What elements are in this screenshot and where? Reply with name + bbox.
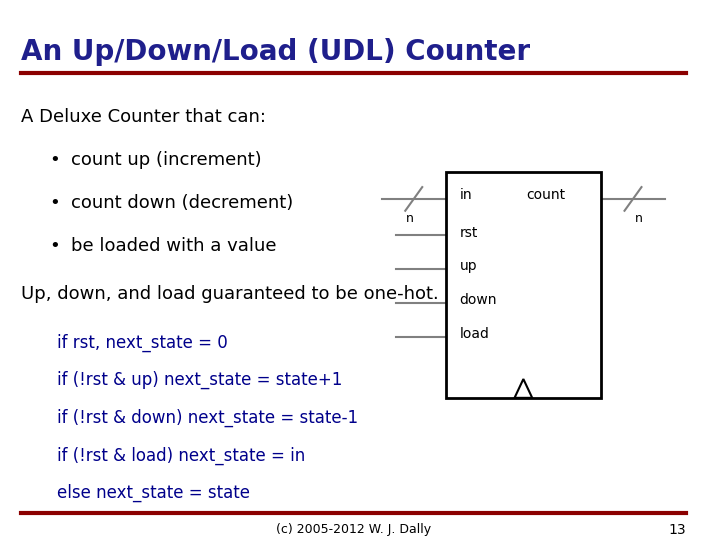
Text: in: in (459, 187, 472, 201)
Text: rst: rst (459, 226, 478, 240)
Bar (446, 172, 601, 398)
Text: count up (increment): count up (increment) (71, 151, 261, 168)
Text: count: count (526, 187, 566, 201)
Text: else next_state = state: else next_state = state (57, 484, 250, 502)
Text: n: n (635, 212, 642, 225)
Text: n: n (406, 212, 414, 225)
Text: An Up/Down/Load (UDL) Counter: An Up/Down/Load (UDL) Counter (21, 38, 531, 66)
Text: 13: 13 (668, 523, 686, 537)
Text: down: down (459, 293, 498, 307)
Text: up: up (459, 259, 477, 273)
Text: if (!rst & load) next_state = in: if (!rst & load) next_state = in (57, 446, 305, 464)
Text: if (!rst & down) next_state = state-1: if (!rst & down) next_state = state-1 (57, 409, 358, 427)
Text: be loaded with a value: be loaded with a value (71, 237, 276, 254)
Text: if rst, next_state = 0: if rst, next_state = 0 (57, 333, 228, 352)
Text: •: • (50, 151, 60, 168)
Text: if (!rst & up) next_state = state+1: if (!rst & up) next_state = state+1 (57, 371, 342, 389)
Text: •: • (50, 193, 60, 212)
Text: (c) 2005-2012 W. J. Dally: (c) 2005-2012 W. J. Dally (276, 523, 431, 536)
Text: A Deluxe Counter that can:: A Deluxe Counter that can: (21, 107, 266, 125)
Text: load: load (459, 327, 490, 341)
Text: •: • (50, 237, 60, 254)
Text: Up, down, and load guaranteed to be one-hot.  Rst overrides.: Up, down, and load guaranteed to be one-… (21, 285, 575, 303)
Text: count down (decrement): count down (decrement) (71, 193, 293, 212)
